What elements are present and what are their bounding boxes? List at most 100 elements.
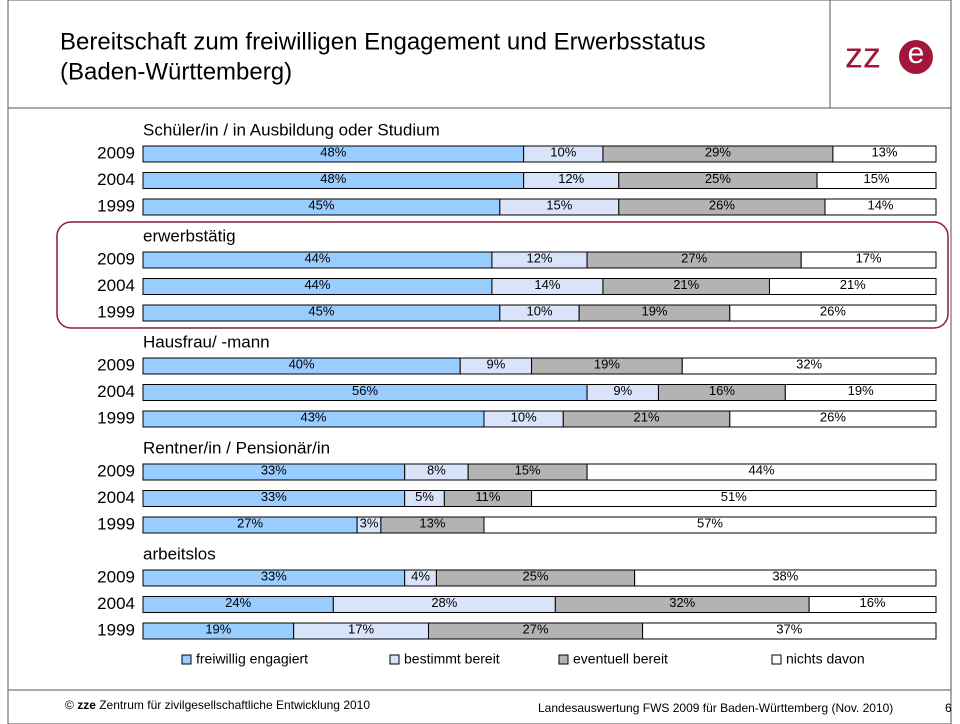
logo-letter: e [908,37,925,70]
value-label: 45% [308,197,334,212]
value-label: 38% [772,568,798,583]
value-label: 10% [550,144,576,159]
value-label: 19% [848,383,874,398]
value-label: 13% [871,144,897,159]
value-label: 27% [681,250,707,265]
bar-segment [784,384,937,401]
year-label: 2004 [97,276,135,295]
year-label: 1999 [97,408,135,427]
legend-label: nichts davon [786,651,865,667]
title: Bereitschaft zum freiwilligen Engagement… [60,28,706,55]
value-label: 27% [523,621,549,636]
bar-segment [729,410,937,428]
title: (Baden-Württemberg) [60,58,292,85]
value-label: 10% [526,303,552,318]
value-label: 56% [352,383,378,398]
value-label: 48% [320,171,346,186]
value-label: 12% [526,250,552,265]
bar-segment [729,304,937,322]
group-title: Hausfrau/ -mann [143,332,270,351]
bar-segment [824,198,937,216]
year-label: 2004 [97,382,135,401]
org: Zentrum für zivilgesellschaftliche Entwi… [99,698,370,712]
value-label: 45% [308,303,334,318]
legend-swatch [558,654,569,665]
value-label: 24% [225,595,251,610]
value-label: 26% [709,197,735,212]
year-label: 2004 [97,170,135,189]
value-label: 19% [641,303,667,318]
bar-segment [681,357,937,375]
page-number: 6 [945,701,952,715]
group-title: Rentner/in / Pensionär/in [143,438,330,457]
value-label: 4% [411,568,430,583]
value-label: 25% [705,171,731,186]
bar-segment [483,516,937,534]
year-label: 2009 [97,461,135,480]
year-label: 2009 [97,355,135,374]
value-label: 12% [558,171,584,186]
value-label: 40% [289,356,315,371]
value-label: 17% [348,621,374,636]
legend-label: bestimmt bereit [404,651,500,667]
value-label: 44% [304,250,330,265]
value-label: 33% [261,568,287,583]
value-label: 15% [864,171,890,186]
logo-letters: zz [845,35,881,76]
year-label: 1999 [97,514,135,533]
value-label: 32% [796,356,822,371]
value-label: 21% [673,277,699,292]
value-label: 44% [304,277,330,292]
value-label: 13% [419,515,445,530]
legend-swatch [389,654,400,665]
value-label: 21% [634,409,660,424]
value-label: 33% [261,462,287,477]
value-label: 26% [820,409,846,424]
value-label: 27% [237,515,263,530]
group-title: arbeitslos [143,544,216,563]
bar-segment [816,172,937,189]
value-label: 57% [697,515,723,530]
bar-segment [800,251,937,269]
bar-segment [808,596,937,613]
legend-label: eventuell bereit [573,651,668,667]
value-label: 21% [840,277,866,292]
value-label: 9% [613,383,632,398]
value-label: 9% [486,356,505,371]
bar-segment [768,278,937,295]
value-label: 28% [431,595,457,610]
bar-segment [634,569,937,587]
copyright: © [65,698,74,712]
value-label: 16% [860,595,886,610]
value-label: 19% [205,621,231,636]
group-title: erwerbstätig [143,226,236,245]
value-label: 16% [709,383,735,398]
value-label: 17% [856,250,882,265]
year-label: 2004 [97,594,135,613]
value-label: 26% [820,303,846,318]
legend-swatch [771,654,782,665]
footer-left: © zze Zentrum für zivilgesellschaftliche… [65,698,370,712]
value-label: 10% [511,409,537,424]
value-label: 51% [721,489,747,504]
bar-segment [531,490,937,507]
legend-label: freiwillig engagiert [196,651,308,667]
value-label: 37% [776,621,802,636]
value-label: 15% [546,197,572,212]
bar-segment [832,145,937,163]
bar-segment [642,622,937,640]
value-label: 44% [749,462,775,477]
value-label: 43% [300,409,326,424]
value-label: 14% [867,197,893,212]
value-label: 32% [669,595,695,610]
highlight-box [56,221,949,329]
value-label: 48% [320,144,346,159]
value-label: 11% [475,489,500,504]
year-label: 2009 [97,567,135,586]
year-label: 2009 [97,143,135,162]
value-label: 14% [534,277,560,292]
year-label: 2009 [97,249,135,268]
value-label: 29% [705,144,731,159]
value-label: 5% [415,489,434,504]
